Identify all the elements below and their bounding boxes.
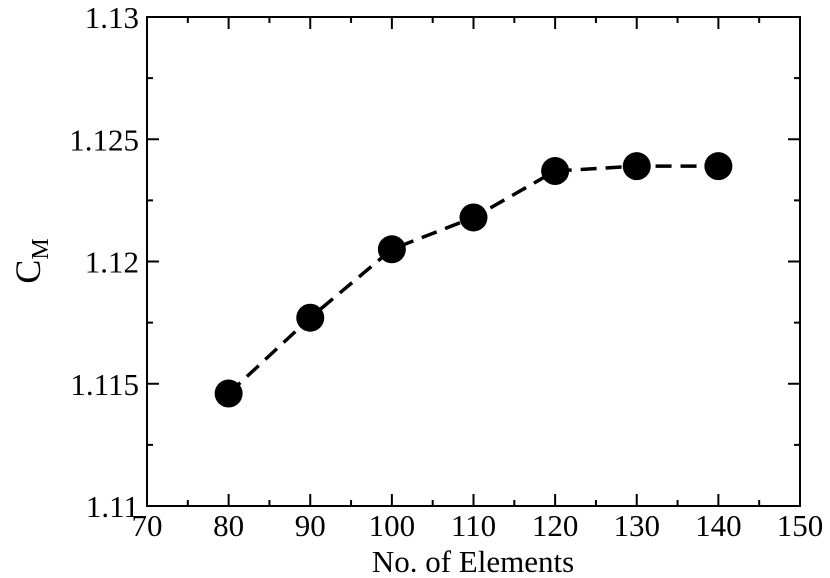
data-point (214, 379, 243, 408)
x-tick-label: 140 (695, 508, 742, 543)
y-tick-label: 1.13 (85, 0, 139, 35)
x-tick-label: 150 (777, 508, 824, 543)
data-point (541, 157, 570, 186)
y-tick-label: 1.11 (86, 489, 139, 524)
x-tick-label: 130 (614, 508, 661, 543)
y-tick-label: 1.115 (70, 367, 139, 402)
data-point (296, 303, 325, 332)
data-point (459, 203, 488, 232)
y-tick-label: 1.12 (85, 245, 139, 280)
data-point (704, 152, 733, 181)
y-axis-label: CM (8, 238, 54, 283)
x-tick-label: 100 (369, 508, 416, 543)
x-tick-label: 80 (213, 508, 244, 543)
y-axis-label-main: C (8, 260, 48, 284)
y-tick-label: 1.125 (69, 122, 139, 157)
series-line (227, 164, 719, 395)
data-point (377, 235, 406, 264)
y-axis-label-sub: M (28, 238, 54, 259)
x-tick-label: 70 (132, 508, 163, 543)
plot-frame (146, 16, 801, 507)
x-axis-label: No. of Elements (372, 544, 574, 578)
x-tick-label: 90 (295, 508, 326, 543)
data-point (622, 152, 651, 181)
x-tick-label: 120 (532, 508, 579, 543)
x-tick-label: 110 (451, 508, 496, 543)
